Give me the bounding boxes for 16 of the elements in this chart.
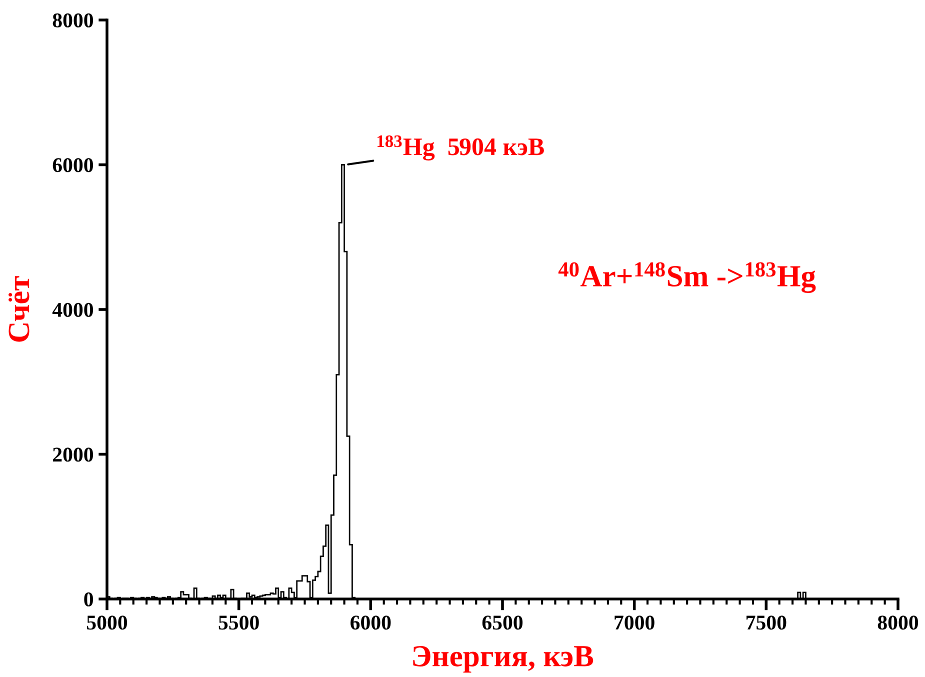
x-axis-title: Энергия, кэВ xyxy=(413,646,594,673)
x-tick-label: 5500 xyxy=(218,616,259,630)
annotation: $^{40}$Ar+$^{148}$Sm ->$^{183}$Hg xyxy=(558,262,816,293)
y-tick-label: 8000 xyxy=(52,13,94,28)
x-tick-label: 7500 xyxy=(746,616,786,630)
y-axis-title: Счёт xyxy=(8,276,30,342)
annotation: $^{183}$Hg 5904 кэВ xyxy=(378,135,544,161)
y-tick-label: 0 xyxy=(84,592,94,606)
x-tick-label: 8000 xyxy=(878,616,918,630)
x-tick-label: 6000 xyxy=(350,616,391,630)
x-tick-label: 7000 xyxy=(614,616,654,630)
y-tick-label: 6000 xyxy=(52,158,94,172)
y-tick-label: 4000 xyxy=(52,302,94,317)
x-tick-label: 6500 xyxy=(482,616,523,630)
x-tick-label: 5000 xyxy=(87,616,128,630)
y-tick-label: 2000 xyxy=(53,448,94,462)
